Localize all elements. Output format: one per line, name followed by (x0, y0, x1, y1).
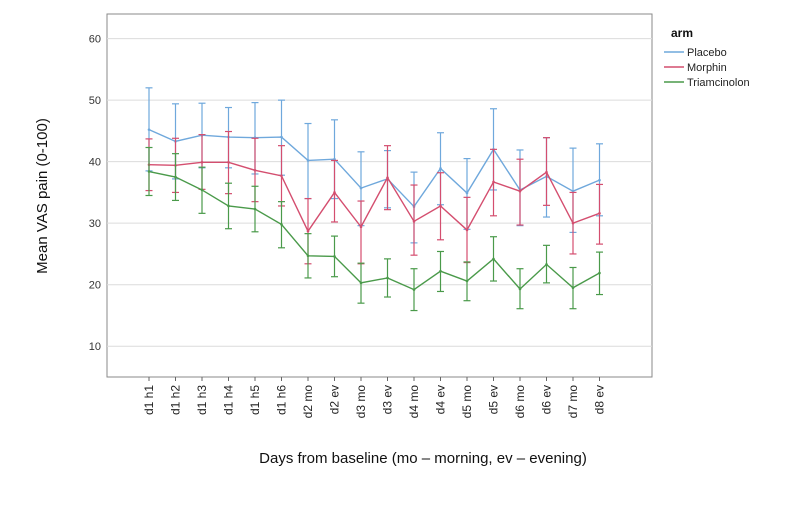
data-point-morphin-2 (200, 160, 204, 164)
x-tick-label-13: d5 ev (487, 385, 501, 414)
gridlines (107, 38, 652, 347)
x-tick-label-5: d1 h6 (275, 385, 289, 415)
y-tick-label-10: 10 (89, 341, 101, 353)
data-point-triamcinolon-15 (545, 263, 548, 266)
data-point-triamcinolon-12 (465, 279, 469, 283)
data-point-triamcinolon-0 (147, 170, 151, 173)
x-tick-label-3: d1 h4 (222, 385, 236, 415)
x-tick-label-0: d1 h1 (142, 385, 156, 415)
x-tick-label-1: d1 h2 (169, 385, 183, 415)
x-axis-title: Days from baseline (mo – morning, ev – e… (259, 450, 587, 467)
x-tick-label-12: d5 mo (460, 385, 474, 419)
data-point-triamcinolon-3 (227, 204, 230, 208)
data-point-placebo-6 (306, 159, 310, 162)
y-tick-label-50: 50 (89, 95, 101, 107)
data-point-triamcinolon-6 (306, 254, 310, 258)
data-point-triamcinolon-17 (598, 271, 601, 275)
data-point-triamcinolon-2 (200, 188, 204, 192)
data-point-triamcinolon-4 (253, 207, 257, 211)
data-point-morphin-7 (333, 191, 336, 194)
x-tick-label-6: d2 mo (301, 385, 315, 419)
data-point-placebo-17 (598, 178, 601, 182)
data-point-morphin-17 (598, 212, 601, 215)
data-point-triamcinolon-5 (280, 223, 283, 226)
x-tick-label-2: d1 h3 (195, 385, 209, 415)
x-tick-label-10: d4 mo (407, 385, 421, 419)
x-tick-label-8: d3 mo (354, 385, 368, 419)
data-point-triamcinolon-13 (492, 257, 495, 261)
data-point-morphin-15 (545, 170, 548, 174)
series-group (145, 87, 603, 312)
series-line-triamcinolon (148, 170, 600, 291)
data-point-placebo-8 (359, 186, 363, 190)
legend: arm Placebo Morphin Triamcinolon (664, 26, 750, 89)
x-tick-label-16: d7 mo (566, 385, 580, 419)
data-point-triamcinolon-7 (333, 255, 336, 258)
data-point-morphin-14 (518, 189, 522, 193)
data-point-triamcinolon-11 (439, 269, 442, 273)
data-point-triamcinolon-14 (518, 287, 522, 291)
x-axis-ticks: d1 h1 d1 h2 d1 h3 d1 h4 d1 h5 d1 h6 d2 mo d2 ev… (142, 377, 607, 418)
y-tick-label-20: 20 (89, 280, 101, 292)
data-point-placebo-11 (439, 167, 442, 170)
y-tick-label-60: 60 (89, 34, 101, 46)
legend-label-triamcinolon: Triamcinolon (687, 77, 750, 89)
data-point-morphin-16 (571, 221, 575, 225)
data-point-morphin-5 (280, 174, 283, 178)
legend-label-placebo: Placebo (687, 47, 727, 59)
series-line-morphin (148, 161, 600, 233)
data-point-morphin-12 (465, 228, 469, 232)
x-tick-label-11: d4 ev (434, 385, 448, 414)
data-point-triamcinolon-16 (571, 286, 575, 290)
plot-area (106, 13, 653, 378)
y-tick-label-40: 40 (89, 157, 101, 169)
x-tick-label-14: d6 mo (513, 385, 527, 419)
data-point-morphin-3 (227, 160, 230, 164)
data-point-triamcinolon-10 (412, 288, 416, 291)
data-point-morphin-8 (359, 225, 363, 229)
data-point-placebo-12 (465, 191, 469, 195)
series-morphin (145, 130, 603, 265)
data-point-triamcinolon-9 (386, 276, 389, 280)
data-point-morphin-13 (492, 180, 495, 184)
x-tick-label-15: d6 ev (540, 385, 554, 414)
series-triamcinolon (145, 146, 603, 312)
data-point-morphin-10 (412, 220, 416, 223)
legend-title: arm (671, 26, 693, 40)
data-point-morphin-6 (306, 229, 310, 233)
x-tick-label-4: d1 h5 (248, 385, 262, 415)
y-tick-label-30: 30 (89, 218, 101, 230)
data-point-placebo-5 (280, 135, 283, 139)
data-point-morphin-11 (439, 204, 442, 208)
x-tick-label-9: d3 ev (381, 385, 395, 414)
legend-label-morphin: Morphin (687, 62, 727, 74)
x-tick-label-7: d2 ev (328, 385, 342, 414)
data-point-morphin-9 (386, 176, 389, 179)
data-point-placebo-0 (147, 128, 151, 131)
x-tick-label-17: d8 ev (593, 385, 607, 414)
y-axis-ticks: 10 20 30 40 50 60 (89, 34, 101, 354)
y-axis-title: Mean VAS pain (0-100) (34, 118, 51, 274)
data-point-triamcinolon-8 (359, 281, 363, 285)
data-point-morphin-4 (253, 168, 257, 172)
data-point-triamcinolon-1 (174, 175, 177, 179)
